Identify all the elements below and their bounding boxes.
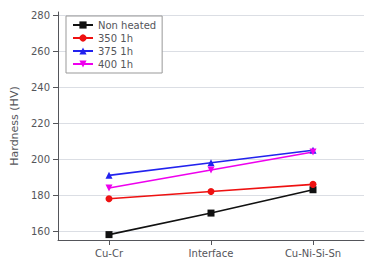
- svg-text:Cu-Ni-Si-Sn: Cu-Ni-Si-Sn: [285, 248, 341, 259]
- svg-text:400 1h: 400 1h: [98, 59, 133, 70]
- svg-text:375 1h: 375 1h: [98, 46, 133, 57]
- svg-text:240: 240: [31, 82, 50, 93]
- svg-text:160: 160: [31, 226, 50, 237]
- svg-text:350 1h: 350 1h: [98, 33, 133, 44]
- svg-text:Hardness (HV): Hardness (HV): [8, 86, 21, 165]
- svg-text:Cu-Cr: Cu-Cr: [95, 248, 124, 259]
- svg-text:260: 260: [31, 46, 50, 57]
- svg-text:180: 180: [31, 190, 50, 201]
- svg-text:280: 280: [31, 10, 50, 21]
- svg-text:Interface: Interface: [189, 248, 234, 259]
- svg-text:Non heated: Non heated: [98, 20, 156, 31]
- svg-text:200: 200: [31, 154, 50, 165]
- svg-text:220: 220: [31, 118, 50, 129]
